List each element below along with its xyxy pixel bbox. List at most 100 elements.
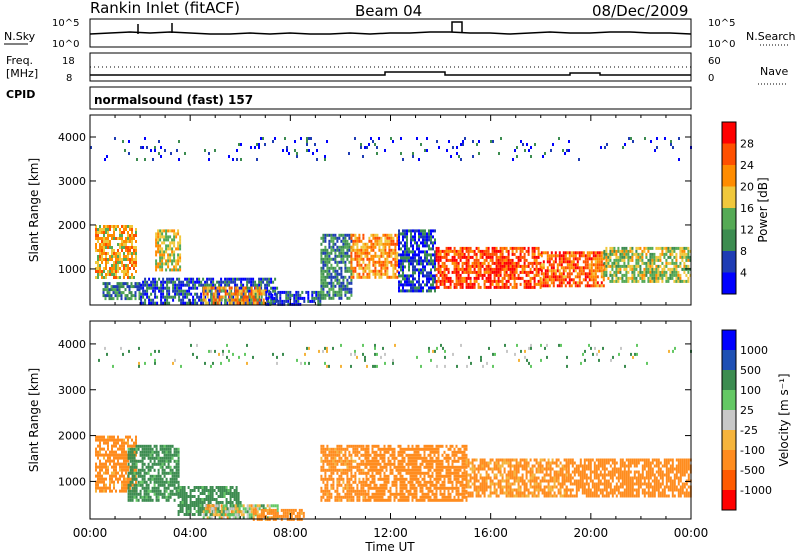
velocity-cell	[197, 513, 200, 516]
power-cell	[611, 264, 614, 268]
power-cell	[344, 284, 347, 288]
velocity-cell	[375, 453, 378, 457]
velocity-cell	[139, 468, 142, 472]
power-cell	[354, 269, 357, 273]
power-cell	[342, 248, 345, 252]
velocity-cell	[330, 492, 333, 496]
power-cell	[445, 267, 448, 271]
power-cell	[134, 297, 137, 301]
power-cell	[322, 266, 325, 270]
power-cell	[562, 251, 565, 255]
power-cell	[677, 264, 680, 268]
velocity-cell	[350, 471, 353, 475]
power-cell	[426, 259, 428, 263]
velocity-cell	[322, 447, 325, 451]
power-cell	[562, 269, 565, 273]
power-cell	[410, 244, 412, 248]
power-cell	[154, 280, 157, 284]
power-cell	[631, 252, 634, 256]
velocity-cell	[262, 514, 265, 518]
power-cell	[177, 247, 180, 251]
power-cell	[328, 266, 331, 270]
power-cell	[344, 236, 347, 240]
power-cell	[342, 245, 345, 249]
power-cell	[562, 266, 565, 270]
velocity-cell	[157, 477, 160, 481]
power-cell	[358, 233, 361, 237]
velocity-cell	[379, 468, 382, 472]
power-cell	[125, 237, 127, 240]
power-cell	[346, 254, 349, 258]
velocity-cell	[173, 477, 176, 481]
power-cell	[320, 248, 323, 252]
power-cell	[531, 276, 534, 280]
power-cell	[519, 282, 522, 286]
velocity-cell	[135, 450, 138, 454]
velocity-cell	[177, 453, 180, 457]
power-cell	[352, 266, 355, 270]
velocity-cell	[163, 495, 166, 499]
power-cell	[509, 273, 512, 277]
power-cell	[194, 286, 197, 290]
power-cell	[535, 246, 538, 250]
power-cell	[362, 275, 365, 279]
velocity-cell	[125, 453, 127, 457]
power-cell	[342, 254, 345, 258]
power-cell	[467, 270, 470, 274]
power-cell	[386, 263, 389, 267]
power-cell	[400, 274, 402, 278]
power-cell	[244, 292, 247, 296]
velocity-cell	[211, 492, 214, 495]
velocity-cell	[236, 507, 239, 511]
velocity-cell	[284, 511, 287, 515]
velocity-cell	[175, 477, 178, 481]
power-cell	[426, 280, 428, 284]
velocity-cell	[159, 480, 162, 484]
power-cell	[344, 251, 347, 255]
power-cell	[560, 284, 563, 288]
velocity-cell	[165, 489, 168, 493]
velocity-cell	[215, 498, 218, 501]
power-cell	[513, 261, 516, 265]
power-cell	[659, 255, 662, 259]
power-cell	[596, 269, 599, 273]
power-cell	[97, 264, 99, 267]
power-cell	[418, 235, 420, 239]
power-cell	[499, 258, 502, 262]
power-cell	[204, 289, 207, 293]
velocity-cell	[228, 513, 231, 517]
power-cell	[459, 246, 462, 250]
power-cell	[521, 267, 524, 271]
velocity-cell	[147, 492, 150, 496]
velocity-cell	[157, 495, 160, 499]
power-cell	[142, 283, 145, 287]
power-cell	[112, 288, 115, 292]
velocity-cell	[258, 514, 261, 518]
power-cell	[548, 275, 551, 279]
power-cell	[360, 143, 362, 146]
velocity-cell	[350, 477, 353, 481]
power-cell	[328, 260, 331, 264]
power-cell	[641, 279, 644, 283]
velocity-cell	[141, 468, 144, 472]
power-cell	[202, 292, 205, 296]
velocity-cell	[240, 513, 243, 517]
power-cell	[120, 291, 123, 295]
power-cell	[320, 254, 323, 258]
power-cell	[346, 296, 349, 300]
power-cell	[123, 273, 125, 276]
power-cell	[346, 278, 349, 282]
power-cell	[332, 239, 335, 243]
velocity-cell	[358, 498, 361, 502]
power-cell	[443, 261, 446, 265]
power-cell	[443, 255, 446, 259]
power-cell	[157, 238, 160, 242]
power-cell	[446, 149, 448, 152]
power-cell	[562, 260, 565, 264]
power-cell	[596, 263, 599, 267]
velocity-cell	[328, 465, 331, 469]
power-cell	[107, 261, 109, 264]
power-cell	[509, 282, 512, 286]
power-cell	[317, 299, 320, 303]
velocity-cell	[161, 459, 164, 463]
